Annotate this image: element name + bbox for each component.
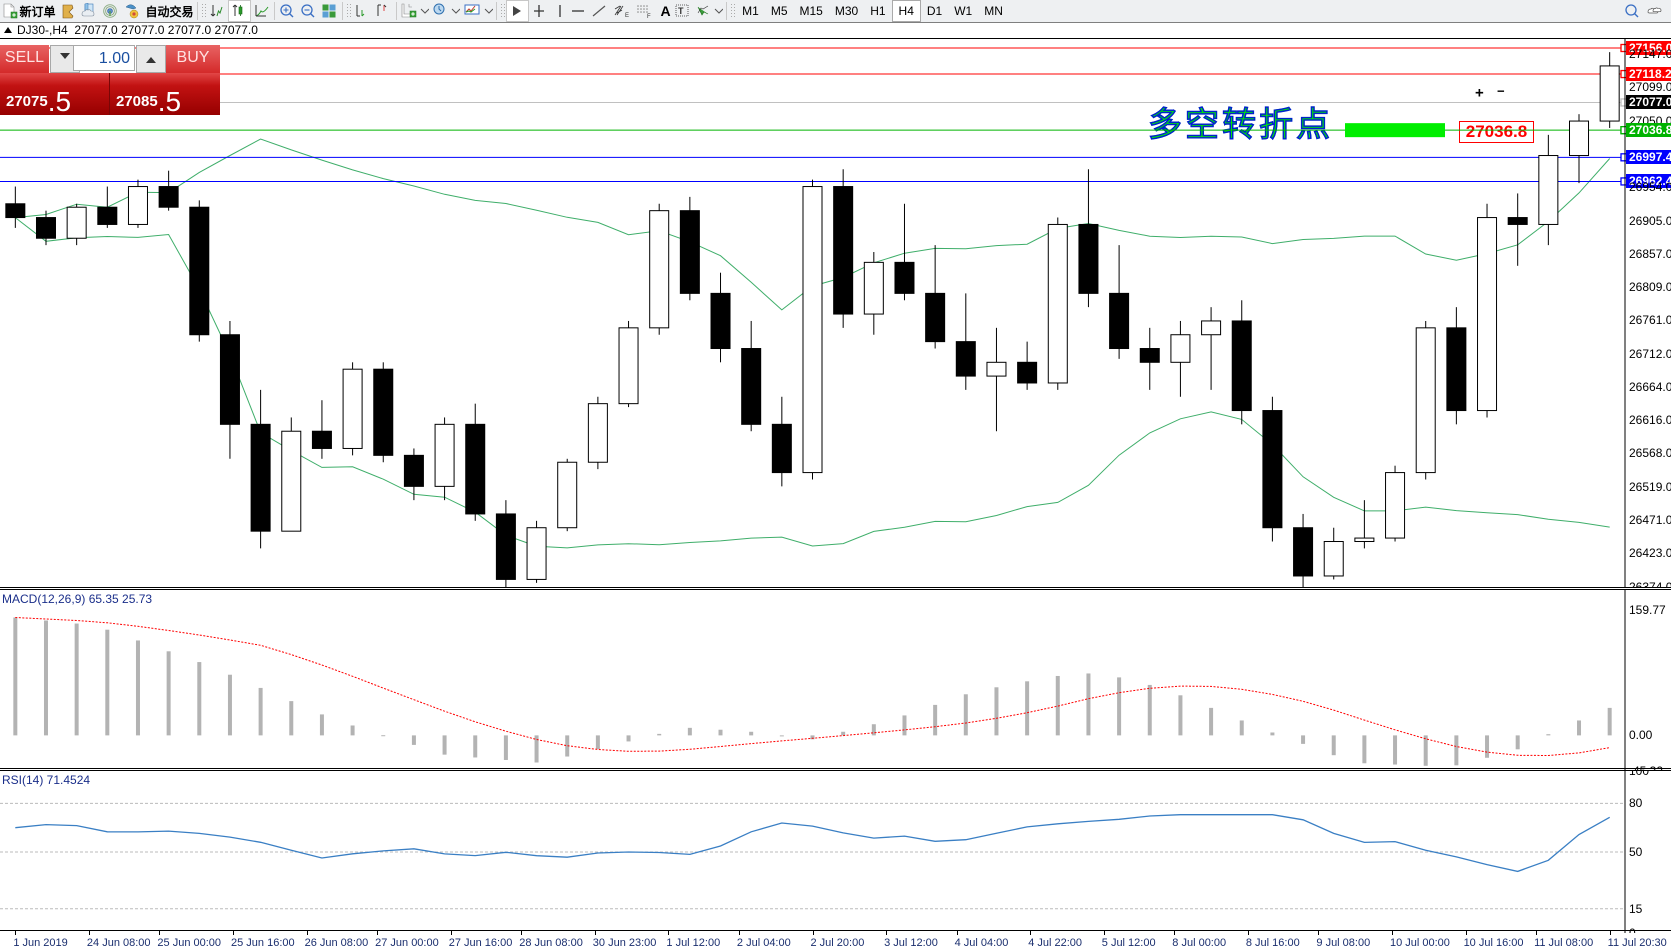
svg-text:−: −: [1497, 83, 1505, 98]
svg-text:E: E: [625, 13, 629, 19]
svg-text:+: +: [1475, 84, 1484, 101]
svg-text:T: T: [678, 6, 684, 16]
svg-text:F: F: [647, 14, 651, 19]
